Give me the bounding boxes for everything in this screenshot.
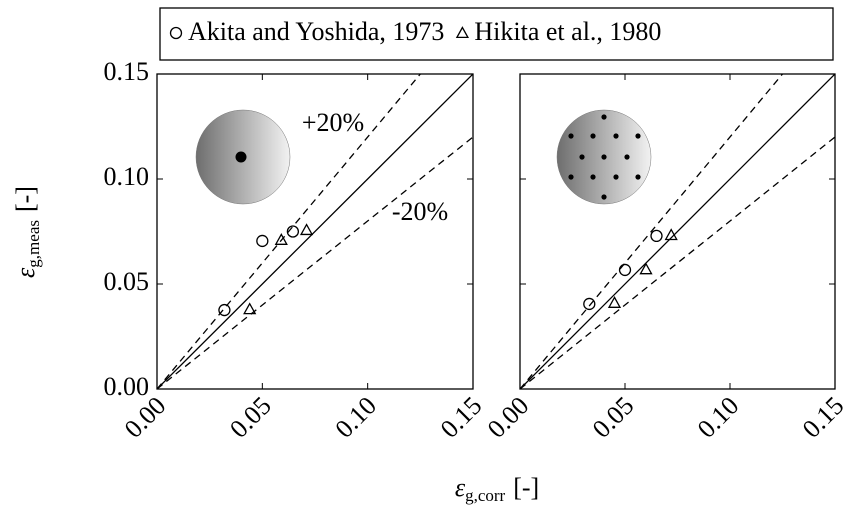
- legend-marker: [169, 26, 183, 40]
- x-tick-label: 0.10: [692, 391, 745, 444]
- data-point: [664, 228, 678, 241]
- legend: Akita and Yoshida, 1973 Hikita et al., 19…: [159, 7, 834, 61]
- icon-multi-orifice: [556, 109, 652, 205]
- orifice-dot: [601, 154, 607, 160]
- reference-line: [157, 74, 473, 389]
- orifice-dot: [613, 174, 619, 180]
- plot-frame: [156, 73, 474, 390]
- axis-label: εg,meas [-]: [11, 186, 43, 278]
- legend-label: Hikita et al., 1980: [474, 17, 661, 46]
- reference-line: [157, 136, 473, 389]
- data-point: [256, 234, 269, 248]
- x-tick-label: 0.00: [482, 391, 535, 444]
- x-tick-label: 0.15: [435, 391, 488, 444]
- orifice-dot: [579, 154, 585, 160]
- y-tick-label: 0.00: [104, 372, 150, 401]
- data-point: [639, 262, 653, 275]
- x-tick-label: 0.10: [329, 391, 382, 444]
- data-point: [618, 263, 632, 277]
- reference-line: [520, 136, 835, 389]
- y-tick-label: 0.10: [104, 162, 150, 191]
- plot-area: [157, 74, 473, 389]
- annotation: -20%: [392, 197, 448, 226]
- axis-symbol: ε: [11, 267, 40, 278]
- orifice-dot: [590, 133, 596, 139]
- orifice-dot: [601, 194, 607, 200]
- data-point: [243, 302, 257, 315]
- orifice-dot: [613, 133, 619, 139]
- reference-line: [520, 74, 835, 389]
- orifice-dot: [568, 133, 574, 139]
- annotation: +20%: [302, 108, 364, 137]
- x-tick-label: 0.15: [797, 391, 850, 444]
- plot-frame: [519, 73, 836, 390]
- legend-marker: [455, 26, 470, 39]
- reference-line: [520, 74, 784, 389]
- orifice-dot: [635, 174, 641, 180]
- legend-label: Akita and Yoshida, 1973: [188, 17, 444, 46]
- orifice-dot: [635, 133, 641, 139]
- plot-area: [520, 74, 835, 389]
- x-tick-label: 0.05: [224, 391, 277, 444]
- legend-frame: [159, 7, 834, 61]
- orifice-dot: [601, 114, 607, 120]
- reference-line: [157, 74, 422, 389]
- data-point: [274, 233, 288, 245]
- data-point: [583, 297, 596, 311]
- orifice-dot: [568, 174, 574, 180]
- icon-single-orifice: [195, 109, 291, 205]
- y-tick-label: 0.05: [104, 267, 150, 296]
- orifice-dot: [624, 154, 630, 160]
- data-point: [286, 225, 300, 238]
- axis-subscript: g,meas: [24, 220, 43, 268]
- data-point: [299, 223, 314, 236]
- data-point: [650, 229, 663, 243]
- axis-subscript: g,corr: [465, 486, 505, 505]
- axis-symbol: ε: [455, 473, 466, 502]
- x-tick-label: 0.05: [587, 391, 640, 444]
- y-tick-label: 0.15: [104, 57, 150, 86]
- axis-unit: [-]: [11, 186, 40, 212]
- data-point: [218, 303, 231, 317]
- data-point: [607, 296, 622, 308]
- axis-unit: [-]: [513, 473, 539, 502]
- orifice-dot: [590, 174, 596, 180]
- axis-label: εg,corr [-]: [455, 473, 539, 505]
